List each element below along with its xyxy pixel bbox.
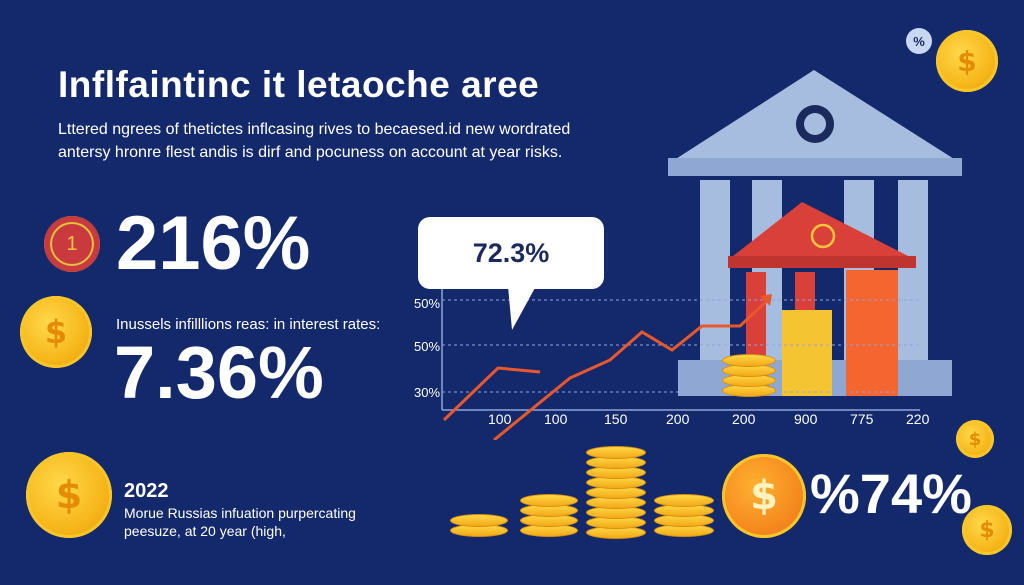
coin-disk (450, 514, 508, 527)
x-tick-label: 900 (794, 411, 818, 427)
callout-tail (508, 286, 536, 330)
trend-line-1 (442, 366, 541, 422)
rates-value: 7.36% (114, 331, 324, 414)
coin-stack (722, 346, 776, 398)
coin-stack (586, 436, 646, 540)
x-tick-label: 775 (850, 411, 874, 427)
rates-label: Inussels infilllions reas: in interest r… (116, 316, 381, 333)
x-tick-label: 200 (666, 411, 690, 427)
bank-column (898, 180, 928, 366)
bank-pediment (668, 158, 962, 176)
dollar-coin-icon: $ (20, 296, 92, 368)
page-subtitle: Lttered ngrees of thetictes inflcasing r… (58, 118, 570, 164)
dollar-coin-icon: $ (956, 420, 994, 458)
small-bank-ring-icon (810, 223, 836, 249)
small-bank-roof (728, 202, 916, 260)
bar-orange (846, 270, 898, 396)
number-badge: 1 (44, 216, 100, 272)
subtitle-line-1: Lttered ngrees of thetictes inflcasing r… (58, 121, 571, 138)
x-tick-label: 100 (544, 411, 568, 427)
trend-line-2 (493, 296, 772, 440)
note-text: Morue Russias infuation purpercating pee… (124, 504, 356, 540)
coin-stack (450, 508, 508, 538)
dollar-coin-icon: $ (26, 452, 112, 538)
dollar-coin-icon: $ (962, 505, 1012, 555)
y-tick-label: 50% (414, 296, 441, 311)
bank-column (700, 180, 730, 366)
page-title: Inflfaintinc it letaoche aree (58, 64, 540, 105)
coin-disk (722, 354, 776, 367)
subtitle-line-2: antersy hronre flest andis is dirf and p… (58, 144, 563, 161)
x-tick-label: 150 (604, 411, 628, 427)
right-stat-value: %74% (810, 462, 972, 525)
note-line-2: peesuze, at 20 year (high, (124, 523, 286, 539)
year-label: 2022 (124, 480, 169, 502)
x-tick-label: 100 (488, 411, 512, 427)
coin-disk (654, 494, 714, 507)
coin-stack (654, 490, 714, 538)
y-tick-label: 30% (414, 385, 441, 400)
trend-arrow-icon (760, 294, 772, 306)
coin-disk (520, 494, 578, 507)
callout-bubble: 72.3% (418, 217, 604, 289)
percent-badge: % (906, 28, 932, 54)
bank-illustration (668, 70, 962, 396)
x-tick-label: 220 (906, 411, 930, 427)
badge-number: 1 (52, 224, 92, 264)
primary-stat-value: 216% (116, 201, 311, 286)
dollar-coin-icon: $ (722, 454, 806, 538)
bar-yellow (782, 310, 832, 396)
dollar-coin-icon: $ (936, 30, 998, 92)
x-tick-label: 200 (732, 411, 756, 427)
coin-disk (586, 446, 646, 459)
note-line-1: Morue Russias infuation purpercating (124, 505, 356, 521)
coin-stack (520, 490, 578, 538)
y-tick-label: 50% (414, 339, 441, 354)
